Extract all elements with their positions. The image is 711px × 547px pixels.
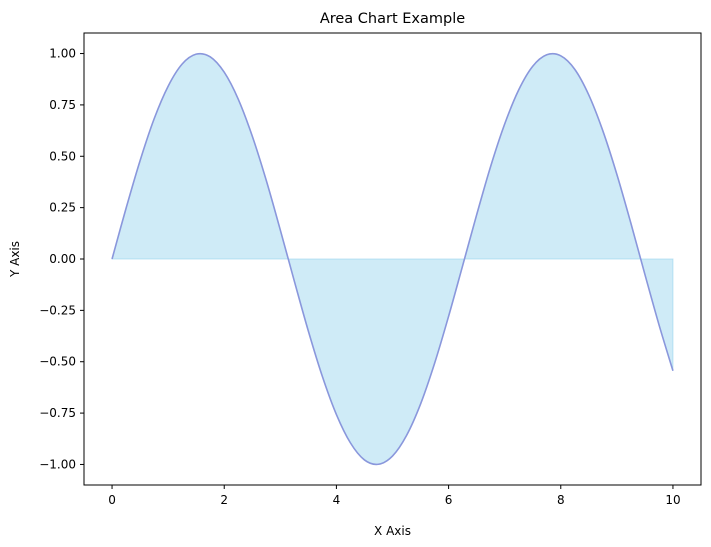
y-tick-label: −0.50 <box>39 355 76 369</box>
y-tick-label: −1.00 <box>39 457 76 471</box>
x-tick-label: 2 <box>220 493 228 507</box>
y-tick-label: 0.25 <box>49 201 76 215</box>
plot-area <box>111 52 674 466</box>
x-tick-label: 6 <box>445 493 453 507</box>
y-tick-label: 0.75 <box>49 98 76 112</box>
y-tick-label: −0.75 <box>39 406 76 420</box>
y-tick-label: 0.50 <box>49 149 76 163</box>
y-tick-label: −0.25 <box>39 303 76 317</box>
series-line <box>111 52 674 466</box>
x-tick-label: 8 <box>557 493 565 507</box>
y-axis-label: Y Axis <box>8 241 22 278</box>
x-axis: 0 2 4 6 8 10 <box>108 485 681 507</box>
x-tick-label: 4 <box>333 493 341 507</box>
y-tick-label: 0.00 <box>49 252 76 266</box>
chart-title: Area Chart Example <box>320 11 465 27</box>
x-tick-label: 10 <box>665 493 680 507</box>
x-tick-label: 0 <box>108 493 116 507</box>
area-fill <box>111 53 674 465</box>
x-axis-label: X Axis <box>374 524 411 538</box>
y-tick-label: 1.00 <box>49 47 76 61</box>
y-axis: 1.00 0.75 0.50 0.25 0.00 −0.25 −0.50 −0.75 −1.00 <box>39 47 84 471</box>
